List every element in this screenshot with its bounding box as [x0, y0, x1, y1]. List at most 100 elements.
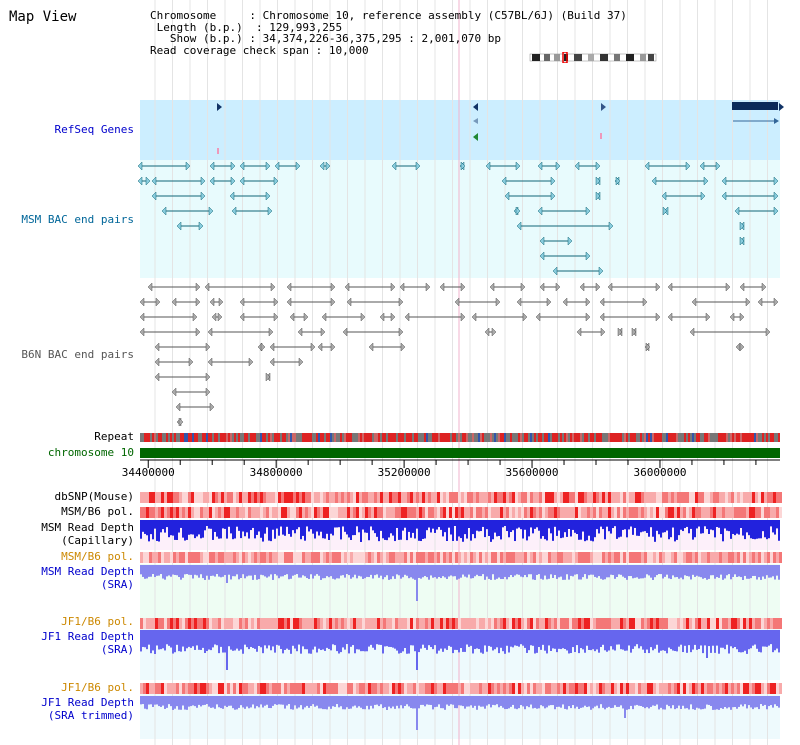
msm-sra-depth [614, 565, 616, 579]
msm-sra-depth [758, 565, 760, 578]
jf1-sra-depth [266, 630, 268, 649]
msm-sra-depth [518, 565, 520, 575]
msm-b6-pol-heat [188, 507, 191, 518]
repeat-segment [470, 433, 472, 442]
jf1-trim-depth [374, 696, 376, 705]
msm-b6-pol-heat [521, 507, 524, 518]
bac-end [310, 342, 316, 352]
repeat-segment [494, 433, 496, 442]
dbsnp-heat [530, 492, 533, 503]
capillary-depth [714, 520, 716, 538]
jf1-trim-depth [162, 696, 164, 706]
dbsnp-heat [548, 492, 551, 503]
bac-end [303, 312, 309, 322]
capillary-depth [398, 520, 400, 540]
msm-bac-end-pairs-label[interactable]: MSM BAC end pairs [21, 213, 134, 226]
msm-sra-depth [672, 565, 674, 576]
msm-b6-pol-heat-2 [203, 552, 206, 563]
repeat-segment [676, 433, 678, 442]
capillary-depth [196, 520, 198, 537]
msm-sra-depth [526, 565, 528, 578]
jf1-b6-pol-heat-2 [503, 683, 506, 694]
msm-sra-depth [646, 565, 648, 575]
jf1-b6-pol-heat-2 [338, 683, 341, 694]
dbsnp-heat [692, 492, 695, 503]
msm-b6-pol-heat [770, 507, 773, 518]
dbsnp-heat [287, 492, 290, 503]
msm-b6-pol-heat-2 [602, 552, 605, 563]
bac-end [205, 342, 211, 352]
jf1-b6-pol-heat-2 [383, 683, 386, 694]
jf1-sra-depth [232, 630, 234, 651]
repeat-segment [296, 433, 298, 442]
repeat-segment [280, 433, 282, 442]
msm-b6-pol-heat [518, 507, 521, 518]
jf1-b6-pol-heat-2 [416, 683, 419, 694]
msm-sra-depth [732, 565, 734, 577]
jf1-b6-pol-heat [662, 618, 665, 629]
msm-b6-pol-heat-2 [350, 552, 353, 563]
jf1-sra-depth [388, 630, 390, 647]
msm-sra-depth [192, 565, 194, 579]
dbsnp-heat [596, 492, 599, 503]
jf1-trim-depth [370, 696, 372, 706]
msm-b6-pol-heat [329, 507, 332, 518]
jf1-b6-pol-heat [764, 618, 767, 629]
capillary-depth [352, 520, 354, 536]
bac-end [520, 282, 526, 292]
jf1-trim-depth [250, 696, 252, 708]
capillary-depth [668, 520, 670, 540]
b6n-bac-end-pairs-label[interactable]: B6N BAC end pairs [21, 348, 134, 361]
msm-b6-pol-heat-2 [584, 552, 587, 563]
jf1-trim-depth [238, 696, 240, 708]
msm-b6-pol-heat-2 [590, 552, 593, 563]
repeat-segment [196, 433, 198, 442]
refseq-genes-label[interactable]: RefSeq Genes [54, 123, 134, 136]
bac-end [550, 191, 556, 201]
repeat-segment [636, 433, 638, 442]
repeat-segment [344, 433, 346, 442]
dbsnp-heat [773, 492, 776, 503]
jf1-b6-pol-heat [146, 618, 149, 629]
jf1-b6-pol-heat-2 [710, 683, 713, 694]
msm-b6-pol-heat-2 [755, 552, 758, 563]
msm-sra-depth [744, 565, 746, 576]
msm-b6-pol-heat [740, 507, 743, 518]
msm-b6-pol-heat-2 [497, 552, 500, 563]
repeat-segment [186, 433, 188, 442]
jf1-b6-pol-heat [650, 618, 653, 629]
jf1-trim-depth [448, 696, 450, 706]
bac-end [598, 266, 604, 276]
msm-b6-pol-heat [659, 507, 662, 518]
jf1-trim-depth [696, 696, 698, 708]
repeat-segment [418, 433, 420, 442]
capillary-depth [266, 520, 268, 528]
jf1-b6-pol-heat [737, 618, 740, 629]
jf1-trim-depth [680, 696, 682, 709]
msm-b6-pol-heat [773, 507, 776, 518]
jf1-trim-depth [148, 696, 150, 705]
capillary-depth [218, 520, 220, 539]
jf1-sra-depth [228, 630, 230, 647]
jf1-b6-pol-heat [356, 618, 359, 629]
msm-sra-depth [548, 565, 550, 579]
dbsnp-heat [455, 492, 458, 503]
chromosome-ideogram[interactable] [528, 52, 658, 63]
jf1-sra-depth [206, 630, 208, 652]
capillary-depth [526, 520, 528, 541]
jf1-trim-depth [212, 696, 214, 708]
repeat-segment [580, 433, 582, 442]
msm-sra-depth [754, 565, 756, 576]
length-value: 129,993,255 [269, 20, 343, 34]
jf1-trim-depth [218, 696, 220, 708]
repeat-segment [194, 433, 196, 442]
msm-b6-pol-heat [620, 507, 623, 518]
jf1-b6-pol-heat [485, 618, 488, 629]
msm-b6-pol-heat [395, 507, 398, 518]
msm-sra-depth [600, 565, 602, 579]
repeat-segment [542, 433, 544, 442]
msm-b6-pol-heat [296, 507, 299, 518]
msm-b6-pol-heat [437, 507, 440, 518]
dbsnp-heat [176, 492, 179, 503]
